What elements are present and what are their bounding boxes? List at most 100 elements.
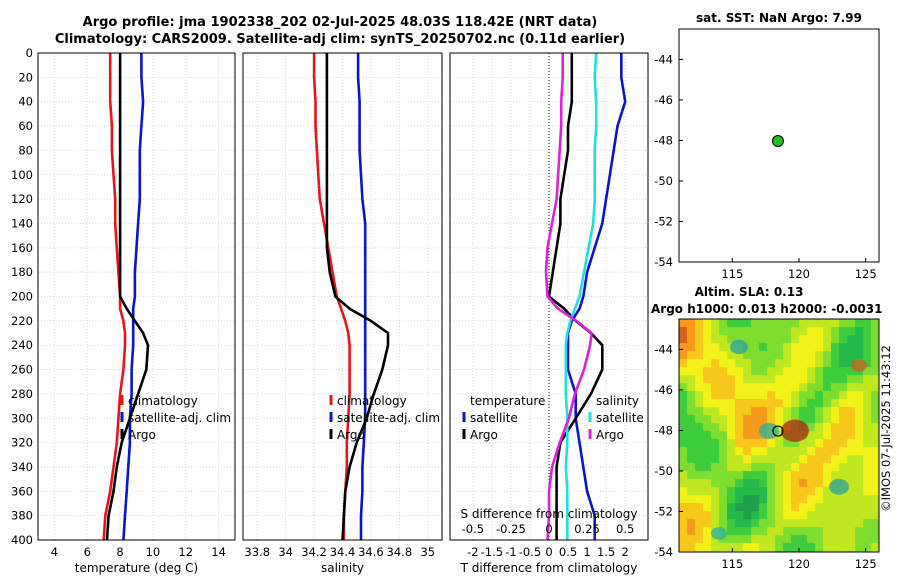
heatmap-cell	[855, 423, 864, 432]
heatmap-cell	[815, 431, 824, 440]
heatmap-cell	[687, 511, 696, 520]
heatmap-cell	[719, 375, 728, 384]
heatmap-cell	[767, 511, 776, 520]
heatmap-cell	[847, 503, 856, 512]
heatmap-cell	[871, 335, 879, 344]
heatmap-cell	[751, 463, 760, 472]
x-tick-label: 10	[146, 545, 161, 559]
heatmap-cell	[815, 423, 824, 432]
heatmap-cell	[871, 383, 879, 392]
heatmap-cell	[855, 487, 864, 496]
legend-label: satellite-adj. clim	[337, 411, 440, 425]
heatmap-cell	[743, 423, 752, 432]
x-axis-label: T difference from climatology	[460, 561, 638, 575]
heatmap-cell	[759, 439, 768, 448]
heatmap-cell	[815, 455, 824, 464]
s-tick-label: 0.5	[616, 522, 634, 536]
legend-header-salinity: salinity	[596, 394, 639, 408]
heatmap-cell	[775, 503, 784, 512]
heatmap-cell	[727, 487, 736, 496]
difference-panel: -2 -1.5 -1 -0.5 0 0.5 1 1.5 2T difference from c…	[449, 52, 649, 575]
heatmap-cell	[871, 399, 879, 408]
heatmap-cell	[823, 519, 832, 528]
heatmap-cell	[831, 319, 840, 328]
heatmap-cell	[799, 495, 808, 504]
axes-frame	[242, 52, 443, 541]
heatmap-cell	[823, 319, 832, 328]
heatmap-cell	[679, 543, 688, 552]
heatmap-cell	[855, 415, 864, 424]
heatmap-cell	[679, 471, 688, 480]
heatmap-cell	[871, 511, 879, 520]
heatmap-cells	[679, 319, 879, 552]
y-tick-label: 120	[11, 192, 33, 206]
heatmap-cell	[735, 351, 744, 360]
heatmap-cell	[711, 415, 720, 424]
x-axis-label: salinity	[321, 561, 364, 575]
heatmap-cell	[831, 399, 840, 408]
heatmap-cell	[871, 351, 879, 360]
heatmap-cell	[751, 343, 760, 352]
heatmap-cell	[775, 447, 784, 456]
y-tick-label: 260	[11, 363, 33, 377]
heatmap-cell	[871, 407, 879, 416]
heatmap-cell	[847, 439, 856, 448]
heatmap-cell	[815, 359, 824, 368]
heatmap-cell	[871, 519, 879, 528]
heatmap-cell	[799, 471, 808, 480]
s-tick-label: -0.25	[496, 522, 526, 536]
heatmap-cell	[839, 495, 848, 504]
heatmap-cell	[679, 343, 688, 352]
heatmap-cell	[687, 383, 696, 392]
heatmap-cell	[863, 447, 872, 456]
heatmap-cell	[751, 519, 760, 528]
heatmap-cell	[743, 415, 752, 424]
heatmap-cell	[751, 487, 760, 496]
heatmap-cell	[759, 351, 768, 360]
heatmap-cell	[767, 319, 776, 328]
heatmap-cell	[791, 511, 800, 520]
y-tick-label: 140	[11, 216, 33, 230]
heatmap-cell	[831, 415, 840, 424]
heatmap-cell	[815, 415, 824, 424]
heatmap-cell	[783, 359, 792, 368]
heatmap-cell	[687, 399, 696, 408]
y-tick-label: -46	[654, 93, 673, 107]
heatmap-cell	[799, 463, 808, 472]
heatmap-cell	[775, 471, 784, 480]
heatmap-cell	[735, 471, 744, 480]
heatmap-cell	[783, 327, 792, 336]
heatmap-cell	[807, 383, 816, 392]
heatmap-cell	[775, 375, 784, 384]
heatmap-cell	[871, 463, 879, 472]
x-tick-label: 0	[545, 545, 552, 559]
heatmap-cell	[823, 351, 832, 360]
heatmap-cell	[791, 447, 800, 456]
heatmap-cell	[783, 383, 792, 392]
heatmap-cell	[679, 399, 688, 408]
heatmap-cell	[863, 527, 872, 536]
heatmap-cell	[703, 367, 712, 376]
heatmap-cell	[847, 463, 856, 472]
heatmap-cell	[719, 359, 728, 368]
legend-header-temperature: temperature	[470, 394, 545, 408]
heatmap-cell	[831, 423, 840, 432]
heatmap-cell	[759, 327, 768, 336]
heatmap-cell	[823, 495, 832, 504]
heatmap-cell	[711, 399, 720, 408]
heatmap-cell	[807, 527, 816, 536]
y-tick-label: 60	[18, 119, 33, 133]
heatmap-cell	[735, 543, 744, 552]
heatmap-cell	[847, 471, 856, 480]
heatmap-cell	[855, 455, 864, 464]
heatmap-cell	[711, 535, 720, 544]
heatmap-cell	[871, 343, 879, 352]
y-tick-label: 280	[11, 387, 33, 401]
heatmap-cell	[687, 439, 696, 448]
heatmap-cell	[703, 455, 712, 464]
heatmap-cell	[767, 383, 776, 392]
heatmap-cell	[687, 351, 696, 360]
heatmap-cell	[863, 431, 872, 440]
heatmap-cell	[799, 367, 808, 376]
